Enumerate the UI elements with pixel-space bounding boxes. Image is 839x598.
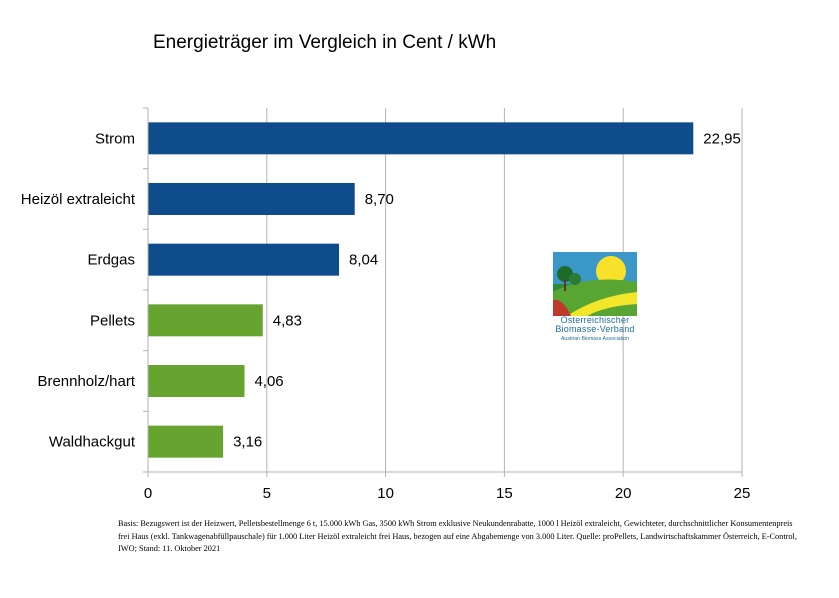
x-tick-label: 15 — [496, 485, 513, 502]
x-tick-label: 0 — [144, 485, 152, 502]
axes: 0 5 10 15 20 25 Strom Heizöl extraleicht Erdgas P… — [21, 107, 751, 502]
bar — [148, 122, 694, 155]
footnote: Basis: Bezugswert ist der Heizwert, Pell… — [118, 519, 797, 553]
bar — [148, 425, 224, 458]
x-tick-label: 10 — [377, 485, 394, 502]
logo-text-line3: Austrian Biomass Association — [560, 335, 630, 342]
data-label: 8,04 — [349, 252, 378, 269]
category-label: Pellets — [90, 312, 135, 329]
x-tick-label: 20 — [615, 485, 632, 502]
bar — [148, 243, 340, 276]
category-label: Strom — [95, 130, 135, 147]
logo-text-line1: Österreichischer — [560, 315, 630, 325]
data-label: 22,95 — [703, 130, 741, 147]
category-label: Waldhackgut — [49, 434, 136, 451]
category-label: Brennholz/hart — [37, 373, 135, 390]
bar — [148, 304, 263, 337]
data-label: 4,83 — [273, 312, 302, 329]
chart-title: Energieträger im Vergleich in Cent / kWh — [153, 32, 497, 53]
category-label: Heizöl extraleicht — [21, 191, 136, 208]
x-tick-label: 25 — [734, 485, 751, 502]
logo-text-line2: Biomasse-Verband — [555, 324, 635, 335]
biomass-logo-icon — [553, 252, 637, 316]
bars: 22,95 8,70 8,04 4,83 4,06 3,16 — [148, 122, 741, 458]
x-tick-label: 5 — [263, 485, 271, 502]
bar — [148, 365, 245, 397]
bar — [148, 183, 355, 215]
gridlines — [266, 108, 743, 472]
biomasse-verband-logo: Österreichischer Biomasse-Verband Austri… — [552, 252, 638, 342]
data-label: 4,06 — [254, 373, 283, 390]
category-label: Erdgas — [87, 252, 135, 269]
data-label: 8,70 — [365, 191, 394, 208]
data-label: 3,16 — [233, 434, 262, 451]
